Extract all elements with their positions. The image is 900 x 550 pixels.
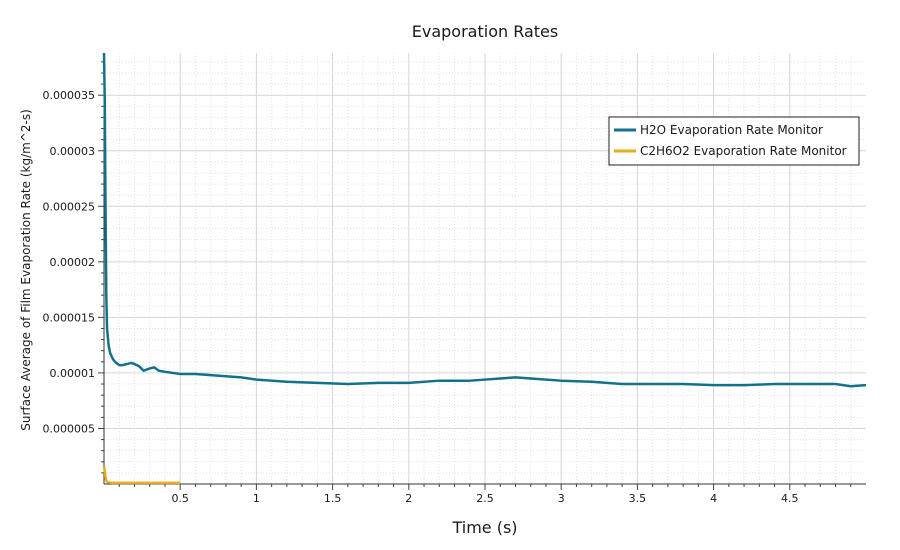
legend-entry: H2O Evaporation Rate Monitor [640, 123, 823, 137]
y-tick-label: 0.000035 [43, 89, 96, 102]
y-tick-label: 0.000005 [43, 422, 96, 435]
legend-entry: C2H6O2 Evaporation Rate Monitor [640, 144, 847, 158]
x-tick-label: 3 [558, 492, 565, 505]
x-tick-label: 3.5 [629, 492, 647, 505]
x-tick-label: 2 [405, 492, 412, 505]
series-line-h2o [102, 52, 867, 388]
chart-title: Evaporation Rates [412, 22, 558, 41]
x-tick-label: 4.5 [781, 492, 799, 505]
x-tick-label: 0.5 [171, 492, 189, 505]
y-tick-label: 0.00002 [50, 256, 96, 269]
y-axis-label: Surface Average of Film Evaporation Rate… [19, 109, 33, 431]
legend-box [608, 116, 860, 166]
y-tick-label: 0.000025 [43, 200, 96, 213]
x-tick-label: 1 [253, 492, 260, 505]
x-tick-label: 1.5 [324, 492, 342, 505]
x-tick-label: 4 [710, 492, 717, 505]
x-tick-label: 2.5 [476, 492, 494, 505]
series-line-c2h6o2 [102, 466, 181, 485]
x-axis-label: Time (s) [451, 518, 517, 537]
y-tick-label: 0.00003 [50, 145, 96, 158]
y-tick-label: 0.000015 [43, 311, 96, 324]
y-tick-label: 0.00001 [50, 367, 96, 380]
